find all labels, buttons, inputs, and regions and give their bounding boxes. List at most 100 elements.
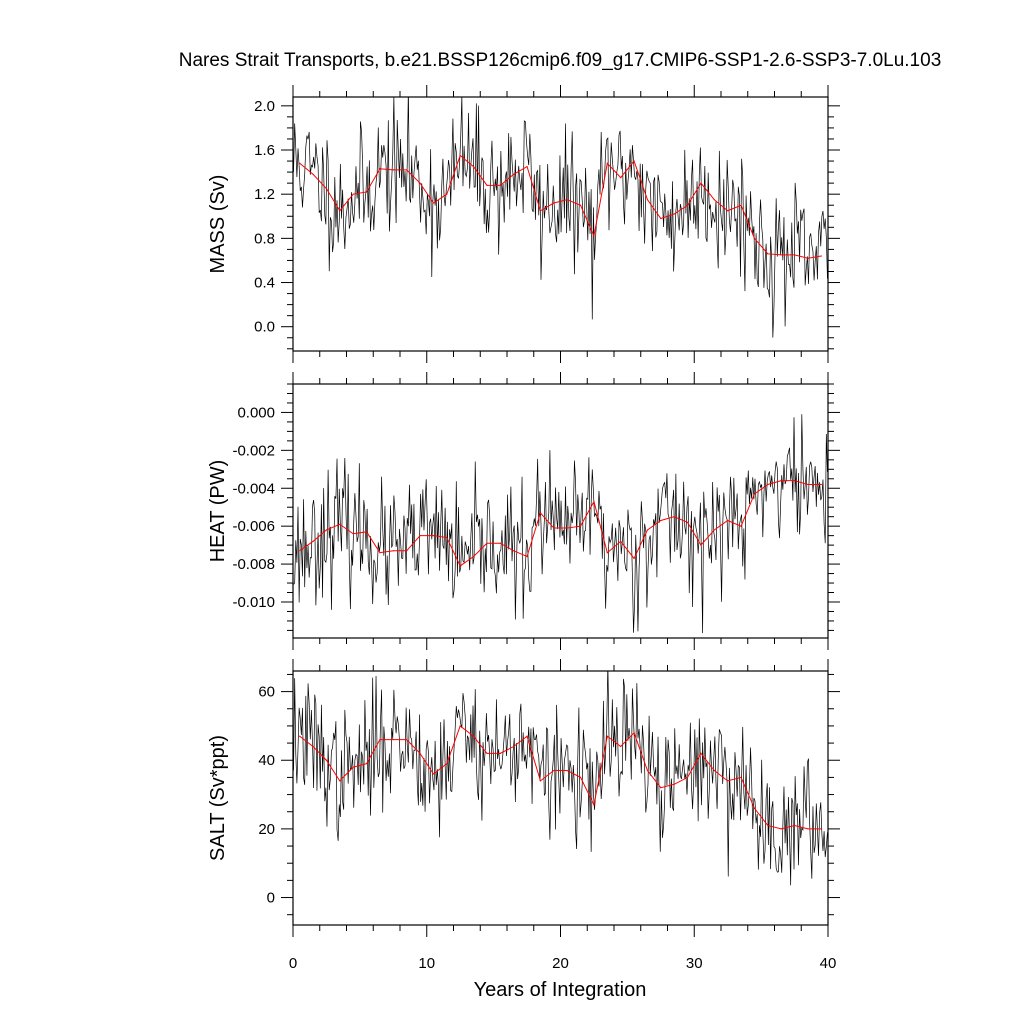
heat-annual-point bbox=[553, 527, 555, 529]
mass-ytick-label: 1.2 bbox=[254, 186, 275, 203]
salt-annual-point bbox=[807, 828, 809, 830]
salt-annual-point bbox=[753, 807, 756, 809]
mass-annual-point bbox=[593, 235, 595, 237]
heat-annual-point bbox=[352, 533, 354, 535]
heat-annual-point bbox=[700, 544, 702, 546]
mass-annual-point bbox=[419, 182, 421, 184]
heat-annual-point bbox=[606, 552, 608, 554]
mass-annual-point bbox=[539, 210, 542, 212]
heat-annual-point bbox=[807, 483, 809, 486]
salt-annual-point bbox=[299, 735, 301, 737]
mass-annual-point bbox=[646, 199, 649, 201]
mass-annual-point bbox=[713, 199, 715, 201]
mass-annual-point bbox=[526, 165, 528, 168]
heat-annual-point bbox=[820, 483, 822, 486]
heat-annual-point bbox=[392, 550, 394, 552]
heat-annual-point bbox=[566, 527, 568, 529]
mass-annual-point bbox=[553, 202, 555, 204]
heat-y-axis-label: HEAT (PW) bbox=[207, 460, 229, 563]
salt-annual-point bbox=[646, 769, 649, 772]
salt-annual-point bbox=[780, 828, 782, 830]
mass-annual-point bbox=[753, 237, 756, 239]
heat-ytick-label: -0.004 bbox=[232, 480, 275, 497]
heat-annual-point bbox=[673, 516, 675, 518]
salt-annual-point bbox=[379, 739, 381, 741]
heat-ytick-label: 0.000 bbox=[237, 404, 275, 421]
mass-annual-point bbox=[807, 257, 809, 259]
salt-annual-point bbox=[820, 828, 822, 830]
mass-annual-point bbox=[446, 193, 448, 195]
panel-mass: 0.0 0.4 0.8 1.2 1.6 2.0 MASS (Sv) bbox=[207, 85, 840, 363]
salt-monthly-line bbox=[293, 671, 828, 886]
salt-annual-point bbox=[365, 763, 368, 765]
salt-y-axis-label: SALT (Sv*ppt) bbox=[207, 735, 229, 861]
heat-annual-point bbox=[780, 480, 782, 482]
heat-annual-point bbox=[325, 529, 328, 531]
salt-annual-point bbox=[312, 745, 314, 748]
mass-annual-point bbox=[472, 165, 475, 168]
mass-annual-point bbox=[299, 162, 301, 164]
salt-annual-point bbox=[793, 824, 796, 827]
salt-annual-point bbox=[539, 780, 542, 782]
salt-annual-point bbox=[566, 769, 568, 772]
heat-annual-point bbox=[406, 550, 408, 552]
salt-annual-point bbox=[419, 752, 421, 754]
mass-annual-point bbox=[606, 162, 608, 164]
heat-monthly-line bbox=[293, 414, 828, 634]
heat-annual-point bbox=[579, 525, 582, 527]
heat-annual-point bbox=[526, 555, 528, 558]
mass-annual-point bbox=[660, 217, 662, 220]
salt-annual-point bbox=[352, 766, 354, 768]
mass-annual-line bbox=[299, 154, 822, 259]
salt-annual-point bbox=[579, 776, 582, 779]
mass-ytick-label: 0.0 bbox=[254, 319, 275, 336]
heat-ytick-label: -0.010 bbox=[232, 594, 275, 611]
mass-annual-point bbox=[486, 184, 488, 186]
heat-annual-point bbox=[713, 529, 715, 531]
mass-annual-point bbox=[392, 169, 394, 171]
heat-annual-point bbox=[593, 500, 595, 503]
mass-annual-point bbox=[793, 254, 796, 256]
heat-annual-point bbox=[499, 542, 501, 544]
salt-annual-point bbox=[499, 752, 501, 754]
salt-annual-point bbox=[392, 739, 394, 741]
heat-ytick-label: -0.006 bbox=[232, 518, 275, 535]
heat-annual-point bbox=[419, 535, 421, 537]
mass-annual-point bbox=[673, 213, 675, 215]
heat-annual-point bbox=[472, 555, 475, 558]
mass-annual-point bbox=[312, 173, 314, 175]
salt-annual-point bbox=[526, 735, 528, 737]
mass-annual-point bbox=[740, 204, 742, 206]
salt-annual-point bbox=[700, 752, 702, 754]
heat-annual-point bbox=[312, 540, 314, 542]
heat-annual-point bbox=[646, 529, 649, 531]
heat-annual-point bbox=[620, 540, 622, 542]
heat-annual-point bbox=[432, 535, 435, 537]
salt-annual-point bbox=[727, 780, 729, 782]
heat-annual-point bbox=[513, 550, 515, 552]
salt-annual-point bbox=[325, 759, 328, 761]
salt-annual-point bbox=[767, 824, 769, 827]
heat-annual-point bbox=[660, 519, 662, 522]
salt-annual-point bbox=[406, 739, 408, 741]
salt-annual-point bbox=[446, 763, 448, 765]
salt-annual-point bbox=[660, 787, 662, 789]
mass-annual-point bbox=[620, 177, 622, 179]
heat-annual-point bbox=[633, 557, 635, 559]
salt-annual-line bbox=[299, 725, 822, 830]
mass-monthly-line bbox=[293, 97, 828, 338]
x-axis-label: Years of Integration bbox=[474, 979, 647, 1001]
mass-annual-point bbox=[352, 193, 354, 195]
mass-annual-point bbox=[432, 202, 435, 204]
xtick-label: 0 bbox=[289, 955, 297, 972]
mass-annual-point bbox=[727, 210, 729, 212]
salt-annual-point bbox=[553, 769, 555, 772]
salt-annual-point bbox=[713, 769, 715, 772]
mass-ytick-label: 1.6 bbox=[254, 142, 275, 159]
mass-annual-point bbox=[325, 188, 328, 190]
panel-salt: 0 20 40 60 0 10 20 30 40 SALT (Sv*ppt) bbox=[207, 659, 840, 972]
heat-annual-point bbox=[539, 512, 542, 514]
salt-annual-point bbox=[633, 732, 635, 734]
